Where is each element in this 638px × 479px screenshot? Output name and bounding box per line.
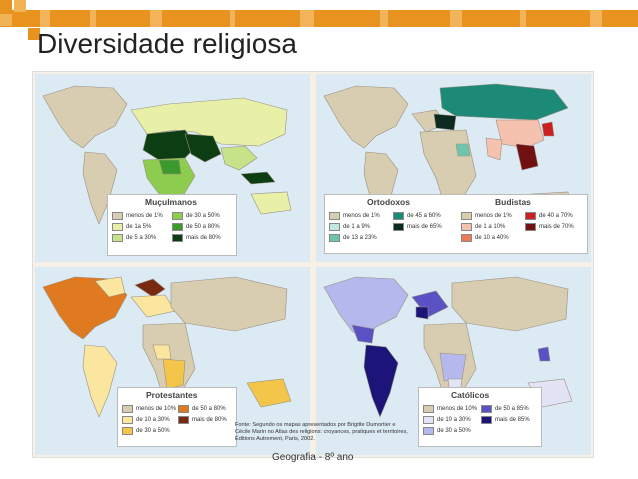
legend-item: menos de 1% [461,212,512,220]
legend-item: mais de 80% [178,416,227,424]
ortodoxos-budistas-world-map [323,83,573,225]
legend-item: mais de 85% [481,416,530,424]
protestantes-legend-title: Protestantes [146,390,198,400]
catolicos-world-map [323,276,573,418]
protestantes-legend: Protestantes menos de 10% de 10 a 30% de… [117,387,237,447]
legend-item: de 1 a 10% [461,223,505,231]
budistas-legend-title: Budistas [495,197,531,207]
legend-item: de 45 a 60% [393,212,441,220]
legend-item: de 1a 5% [112,223,151,231]
slide-title: Diversidade religiosa [37,28,297,59]
legend-item: de 13 a 23% [329,234,377,242]
catolicos-legend-title: Católicos [451,390,490,400]
slide-footer: Geografia - 8º ano [272,452,354,463]
muculmanos-map-panel: Muçulmanos menos de 1% de 1a 5% de 5 a 3… [35,74,310,262]
legend-item: de 5 a 30% [112,234,156,242]
protestantes-map-panel: Protestantes menos de 10% de 10 a 30% de… [35,267,310,455]
corner-squares-decoration [0,0,40,40]
muculmanos-legend: Muçulmanos menos de 1% de 1a 5% de 5 a 3… [107,194,237,256]
legend-item: menos de 1% [112,212,163,220]
source-caption: Fonte: Segundo os mapas apresentados por… [235,422,408,442]
legend-item: de 50 a 80% [178,405,226,413]
header-stripe [0,10,638,27]
catolicos-map-panel: Católicos menos de 10% de 10 a 30% de 30… [316,267,591,455]
ortodoxos-budistas-map-panel: Ortodoxos Budistas menos de 1% de 1 a 9%… [316,74,591,262]
catolicos-legend: Católicos menos de 10% de 10 a 30% de 30… [418,387,542,447]
legend-item: de 50 a 85% [481,405,529,413]
legend-item: mais de 80% [172,234,221,242]
legend-item: de 30 a 50% [122,427,170,435]
protestantes-world-map [42,276,292,418]
legend-item: de 40 a 70% [525,212,573,220]
legend-item: mais de 70% [525,223,574,231]
legend-item: menos de 10% [122,405,176,413]
legend-item: de 30 a 50% [423,427,471,435]
legend-item: de 10 a 40% [461,234,509,242]
legend-item: menos de 1% [329,212,380,220]
legend-item: mais de 65% [393,223,442,231]
legend-item: de 10 a 30% [122,416,170,424]
legend-item: de 50 a 80% [172,223,220,231]
religion-atlas-figure: Muçulmanos menos de 1% de 1a 5% de 5 a 3… [32,71,594,458]
legend-item: de 10 a 30% [423,416,471,424]
ortodoxos-budistas-legend: Ortodoxos Budistas menos de 1% de 1 a 9%… [324,194,588,254]
legend-item: de 30 a 50% [172,212,220,220]
muculmanos-legend-title: Muçulmanos [145,197,197,207]
ortodoxos-legend-title: Ortodoxos [367,197,410,207]
legend-item: de 1 a 9% [329,223,370,231]
legend-item: menos de 10% [423,405,477,413]
